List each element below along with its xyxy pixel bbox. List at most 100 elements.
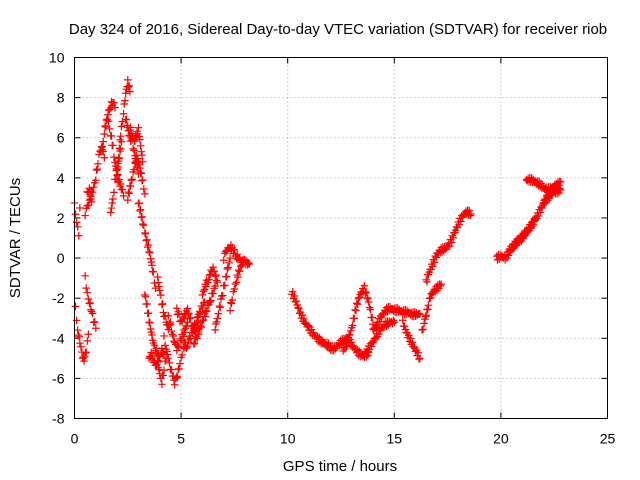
data-point — [100, 153, 109, 162]
data-point — [354, 294, 363, 303]
y-tick-label: 2 — [57, 210, 65, 226]
data-point — [115, 144, 124, 153]
data-series-arc-18 — [160, 332, 190, 389]
data-point — [209, 289, 217, 298]
data-point — [132, 151, 141, 160]
data-point — [202, 306, 210, 315]
data-point — [416, 354, 424, 363]
data-point — [416, 310, 424, 319]
data-point — [376, 317, 384, 326]
data-point — [124, 76, 132, 84]
data-point — [185, 310, 193, 318]
data-point — [212, 318, 221, 326]
data-series-arc-17 — [153, 354, 170, 389]
data-point — [352, 299, 361, 308]
data-point — [163, 350, 172, 359]
data-point — [127, 176, 136, 185]
data-point — [114, 170, 122, 179]
data-point — [212, 276, 221, 285]
data-point — [92, 176, 100, 185]
data-point — [215, 302, 224, 310]
data-series-arc-13 — [134, 199, 160, 292]
data-point — [347, 327, 355, 335]
data-point — [224, 263, 232, 272]
data-point — [105, 125, 114, 133]
data-point — [223, 265, 232, 273]
data-point — [415, 355, 423, 363]
data-point — [175, 342, 183, 351]
data-point — [186, 314, 195, 322]
data-point — [76, 204, 84, 212]
data-point — [114, 163, 122, 171]
data-point — [210, 267, 218, 276]
data-point — [426, 294, 435, 302]
data-point — [92, 166, 101, 174]
data-point — [221, 281, 229, 290]
data-series-arc-08 — [106, 137, 126, 217]
data-point — [135, 132, 143, 141]
data-point — [99, 137, 108, 146]
data-point — [93, 165, 102, 173]
data-point — [179, 332, 188, 341]
data-point — [193, 334, 201, 343]
data-point — [125, 189, 134, 198]
data-point — [139, 185, 148, 193]
data-series-arc-29 — [339, 281, 377, 355]
data-point — [141, 190, 149, 198]
data-point — [104, 110, 112, 119]
data-series-arc-26 — [226, 258, 247, 315]
data-series-arc-11 — [126, 123, 147, 166]
data-point — [148, 331, 156, 339]
data-point — [364, 294, 372, 303]
data-point — [88, 188, 97, 196]
data-point — [233, 250, 242, 259]
data-point — [161, 357, 169, 365]
data-point — [292, 297, 301, 305]
data-point — [149, 268, 158, 276]
data-point — [101, 123, 110, 131]
data-point — [147, 348, 156, 357]
data-point — [191, 322, 200, 331]
data-point — [160, 366, 168, 375]
data-series-arc-12 — [124, 151, 149, 204]
data-point — [94, 159, 102, 168]
data-point — [147, 328, 156, 337]
data-point — [195, 330, 203, 338]
data-series-arc-02 — [71, 302, 93, 365]
data-point — [106, 208, 115, 217]
data-point — [173, 373, 182, 382]
data-point — [82, 284, 91, 292]
data-series-arc-38 — [539, 184, 565, 207]
data-series-arc-01 — [70, 199, 84, 240]
data-point — [406, 334, 415, 343]
data-point — [244, 259, 253, 267]
data-point — [113, 175, 121, 184]
data-point — [139, 221, 148, 229]
data-point — [137, 213, 146, 222]
data-point — [158, 380, 166, 389]
data-point — [556, 186, 565, 194]
data-point — [294, 303, 302, 312]
data-point — [364, 298, 373, 306]
data-point — [168, 330, 177, 339]
data-point — [74, 231, 83, 240]
x-tick-label: 20 — [493, 431, 509, 447]
data-point — [234, 266, 243, 275]
x-tick-label: 0 — [71, 431, 79, 447]
data-point — [144, 241, 153, 249]
data-point — [290, 292, 299, 300]
data-point — [190, 340, 198, 348]
data-point — [111, 158, 119, 167]
data-point — [230, 245, 239, 254]
data-point — [138, 176, 147, 184]
data-point — [185, 314, 194, 323]
x-tick-label: 10 — [280, 431, 296, 447]
data-point — [107, 204, 116, 212]
data-point — [80, 357, 88, 365]
data-series-arc-24 — [211, 254, 234, 334]
data-point — [160, 312, 168, 321]
data-point — [467, 210, 475, 218]
data-point — [116, 135, 124, 144]
data-point — [134, 123, 143, 132]
data-point — [83, 337, 92, 345]
